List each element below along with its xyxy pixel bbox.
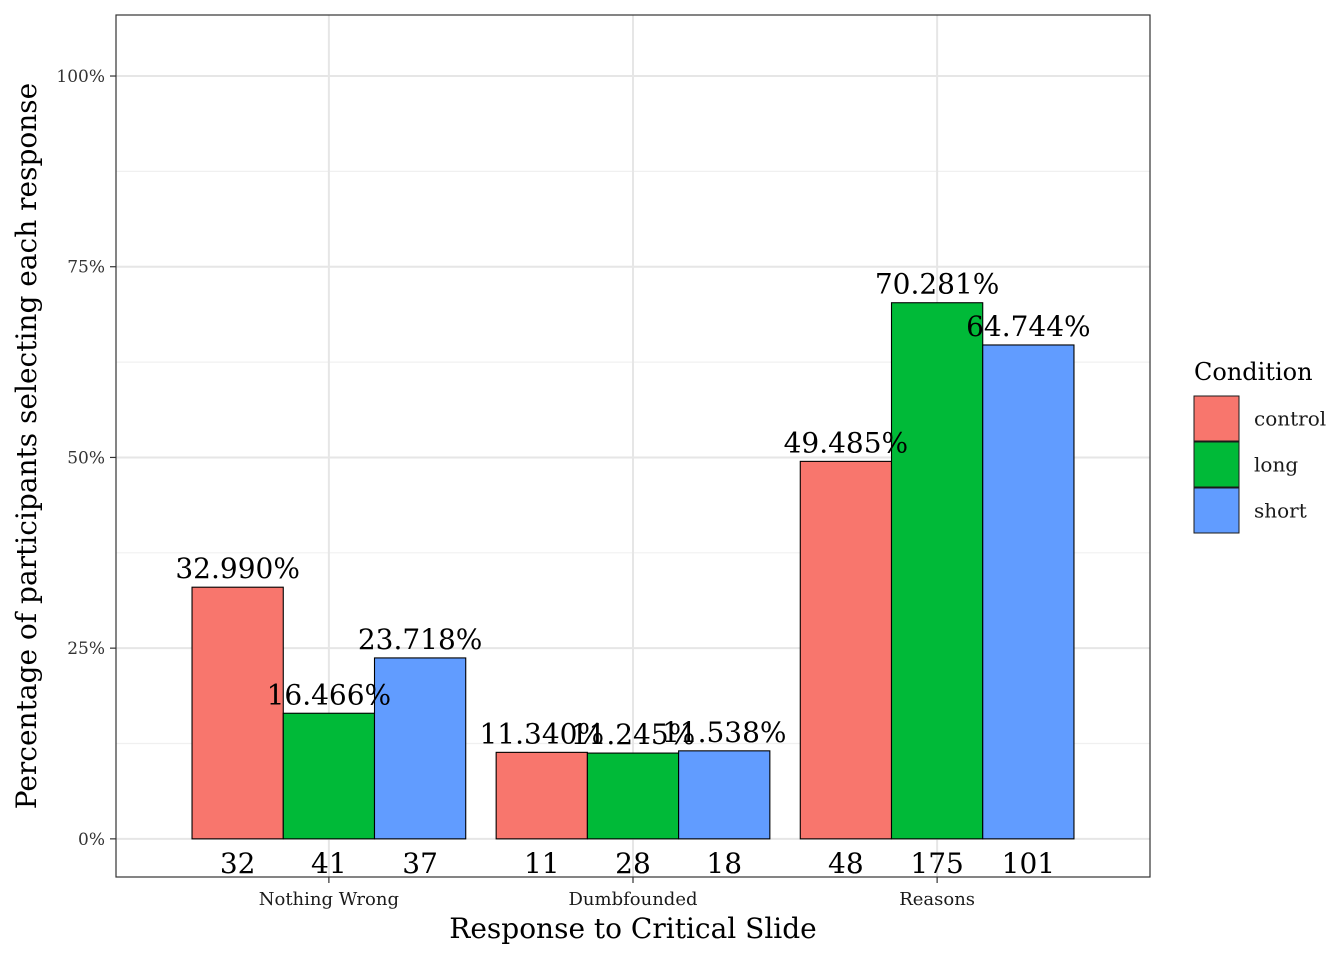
bar-count-label: 32 <box>220 847 256 880</box>
bar-count-label: 37 <box>402 847 438 880</box>
bar-count-label: 175 <box>910 847 963 880</box>
bar-value-label: 49.485% <box>784 426 909 459</box>
bar-value-label: 70.281% <box>875 268 1000 301</box>
bar-count-label: 11 <box>524 847 560 880</box>
bar-value-label: 11.340% <box>479 717 604 750</box>
y-tick-label: 25% <box>67 639 105 659</box>
bar-long-1 <box>586 752 680 840</box>
legend-label-short: short <box>1254 499 1307 523</box>
bar-count-label: 48 <box>828 847 864 880</box>
bars-layer <box>191 302 1075 840</box>
bar-value-label: 23.718% <box>358 623 483 656</box>
bar-value-label: 32.990% <box>175 552 300 585</box>
legend-key-short <box>1193 487 1240 534</box>
x-tick-label: Nothing Wrong <box>259 889 399 910</box>
x-tick-label: Dumbfounded <box>569 889 698 910</box>
bar-short-1 <box>678 750 771 840</box>
bar-long-0 <box>282 712 376 840</box>
x-axis-title: Response to Critical Slide <box>449 912 816 945</box>
legend-label-long: long <box>1254 453 1298 477</box>
bar-count-label: 28 <box>615 847 651 880</box>
bar-value-label: 16.466% <box>267 678 392 711</box>
legend-key-control <box>1193 395 1240 442</box>
legend-title: Condition <box>1194 358 1313 386</box>
bar-control-2 <box>799 460 893 840</box>
y-tick-label: 100% <box>56 67 105 87</box>
legend-label-control: control <box>1254 407 1326 431</box>
y-tick-label: 0% <box>78 830 105 850</box>
axis-layer: 0% 25% 50% 75% 100% Nothing Wrong Dumbfounded R… <box>56 67 975 910</box>
bar-value-label: 11.245% <box>571 718 696 751</box>
legend: Condition control long short <box>1193 358 1326 534</box>
bar-control-0 <box>191 586 284 840</box>
y-axis-title: Percentage of participants selecting eac… <box>10 83 43 809</box>
bar-long-2 <box>890 302 984 840</box>
bar-count-label: 18 <box>706 847 742 880</box>
legend-key-long <box>1193 441 1240 488</box>
bar-count-label: 101 <box>1002 847 1055 880</box>
bar-count-label: 41 <box>311 847 347 880</box>
bar-control-1 <box>495 751 588 840</box>
y-tick-label: 50% <box>67 448 105 468</box>
labels-layer: 32.990% 32 11.340% 11 49.485% 48 16.466% 41 11.2… <box>175 268 1090 880</box>
x-tick-label: Reasons <box>899 889 975 910</box>
bar-short-2 <box>982 344 1075 840</box>
bar-value-label: 11.538% <box>662 716 787 749</box>
bar-value-label: 64.744% <box>966 310 1091 343</box>
y-tick-label: 75% <box>67 258 105 278</box>
bar-short-0 <box>373 657 467 840</box>
